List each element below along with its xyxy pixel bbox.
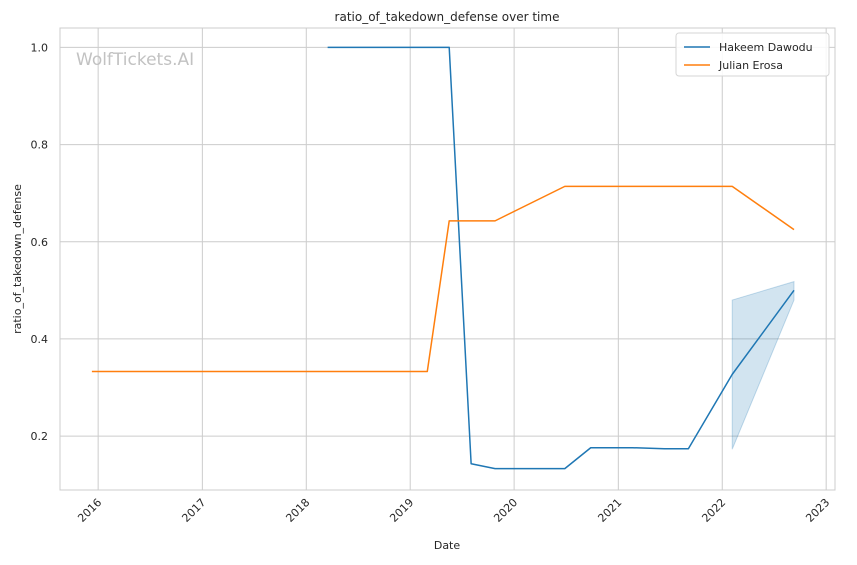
confidence-bands [731,280,795,450]
x-axis-ticks: 2016 2017 2018 2019 2020 2021 2022 2023 [75,496,832,525]
chart-title: ratio_of_takedown_defense over time [335,10,560,24]
x-tick-label: 2023 [803,496,832,525]
plot-frame [59,27,836,491]
watermark: WolfTickets.AI [76,50,194,70]
x-tick-label: 2021 [595,496,624,525]
x-tick-label: 2020 [491,496,520,525]
y-tick-label: 0.2 [31,430,49,443]
series-line-1 [91,185,795,373]
legend: Hakeem Dawodu Julian Erosa [675,32,830,77]
x-tick-label: 2018 [283,496,312,525]
y-axis-label: ratio_of_takedown_defense [11,184,24,334]
series-lines [91,46,795,470]
x-tick-label: 2019 [387,496,416,525]
y-tick-label: 0.6 [31,236,49,249]
series-line-0 [327,46,795,470]
x-axis-label: Date [434,539,461,552]
legend-label: Julian Erosa [718,59,783,72]
y-axis-ticks: 0.2 0.4 0.6 0.8 1.0 [31,41,49,443]
x-tick-label: 2017 [179,496,208,525]
plot-background [60,28,835,490]
y-tick-label: 0.4 [31,333,49,346]
x-tick-label: 2016 [75,496,104,525]
y-tick-label: 1.0 [31,41,49,54]
legend-label: Hakeem Dawodu [719,41,813,54]
x-tick-label: 2022 [699,496,728,525]
y-tick-label: 0.8 [31,139,49,152]
legend-box [675,32,830,77]
confidence-band [731,280,795,450]
